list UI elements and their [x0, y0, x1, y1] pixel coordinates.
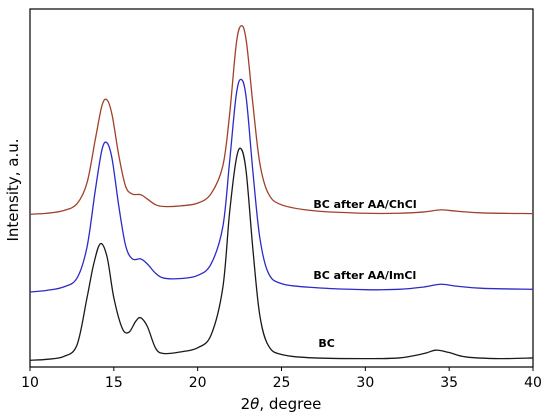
series-line-2	[29, 147, 534, 361]
series-line-0	[29, 24, 534, 215]
series-label-2: BC	[318, 337, 334, 350]
x-axis-label: 2θ, degree	[241, 395, 322, 413]
x-tick-label-0: 10	[21, 375, 39, 391]
y-axis-label: Intensity, a.u.	[4, 138, 22, 241]
x-axis-ticks: 10 15 20 25 30 35 40	[21, 367, 542, 391]
series-line-1	[29, 78, 534, 293]
series-label-0: BC after AA/ChCl	[313, 198, 416, 211]
plot-frame	[29, 8, 534, 368]
x-tick-label-2: 20	[189, 375, 207, 391]
x-tick-label-1: 15	[105, 375, 123, 391]
series-lines	[29, 24, 534, 361]
x-tick-label-5: 35	[440, 375, 458, 391]
series-label-1: BC after AA/ImCl	[313, 269, 416, 282]
x-tick-label-4: 30	[356, 375, 374, 391]
series-labels: BC after AA/ChCl BC after AA/ImCl BC	[313, 198, 416, 350]
x-tick-label-6: 40	[524, 375, 542, 391]
x-tick-label-3: 25	[273, 375, 291, 391]
